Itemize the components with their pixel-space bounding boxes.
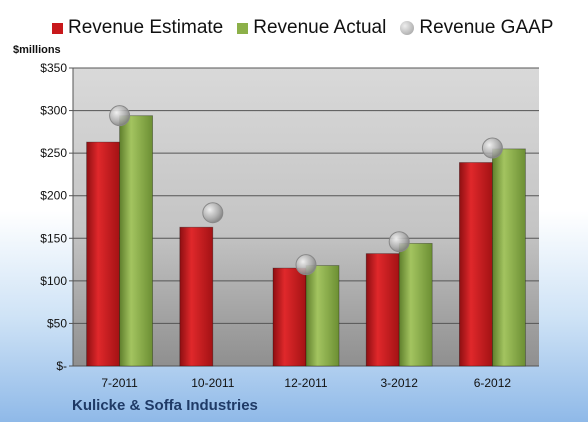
y-tick-label: $350	[40, 61, 67, 75]
bar-revenue-estimate	[458, 162, 493, 367]
legend-item-estimate: Revenue Estimate	[52, 17, 223, 39]
x-tick-label: 7-2011	[101, 376, 138, 390]
legend: Revenue Estimate Revenue Actual Revenue …	[52, 16, 567, 40]
marker-revenue-gaap	[109, 105, 131, 127]
bar-revenue-actual	[305, 265, 340, 367]
y-tick-label: $50	[47, 316, 67, 330]
bar-revenue-actual	[398, 242, 433, 367]
legend-label-gaap: Revenue GAAP	[419, 17, 554, 38]
bar-revenue-estimate	[179, 226, 214, 367]
x-tick-label: 12-2011	[284, 376, 327, 390]
y-tick-label: $200	[40, 189, 67, 203]
bar-revenue-actual	[119, 115, 153, 367]
y-axis-unit-label: $millions	[13, 44, 61, 56]
y-tick-label: $300	[40, 104, 67, 118]
bar-revenue-estimate	[86, 141, 120, 367]
legend-label-estimate: Revenue Estimate	[68, 17, 224, 38]
legend-swatch-actual	[237, 22, 249, 34]
legend-item-actual: Revenue Actual	[237, 17, 386, 39]
bar-revenue-actual	[491, 148, 526, 367]
legend-swatch-estimate	[52, 22, 63, 34]
x-tick-label: 6-2012	[474, 376, 512, 390]
marker-revenue-gaap	[481, 137, 503, 159]
marker-revenue-gaap	[388, 231, 410, 253]
x-tick-label: 10-2011	[191, 376, 234, 390]
y-tick-label: $-	[56, 359, 67, 373]
marker-revenue-gaap	[295, 254, 317, 276]
marker-revenue-gaap	[202, 202, 224, 224]
legend-swatch-gaap	[400, 21, 415, 35]
x-tick-label: 3-2012	[381, 376, 419, 390]
y-tick-label: $150	[40, 231, 67, 245]
bar-revenue-estimate	[365, 253, 400, 367]
y-tick-label: $100	[40, 274, 67, 288]
y-tick-label: $250	[40, 146, 67, 160]
legend-item-gaap: Revenue GAAP	[400, 17, 553, 39]
company-name: Kulicke & Soffa Industries	[72, 397, 258, 414]
legend-label-actual: Revenue Actual	[253, 17, 387, 38]
bar-revenue-estimate	[272, 267, 307, 367]
